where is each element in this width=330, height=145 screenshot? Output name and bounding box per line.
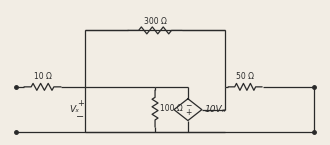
Text: −: − (185, 101, 191, 110)
Text: 10 Ω: 10 Ω (34, 72, 51, 81)
Text: 100 Ω: 100 Ω (160, 104, 183, 113)
Text: +: + (185, 108, 191, 117)
Text: 10Vₓ: 10Vₓ (205, 105, 226, 114)
Text: 300 Ω: 300 Ω (144, 17, 166, 26)
Text: −: − (76, 112, 84, 122)
Text: +: + (77, 99, 84, 108)
Text: Vₓ: Vₓ (69, 105, 80, 114)
Text: 50 Ω: 50 Ω (236, 72, 254, 81)
